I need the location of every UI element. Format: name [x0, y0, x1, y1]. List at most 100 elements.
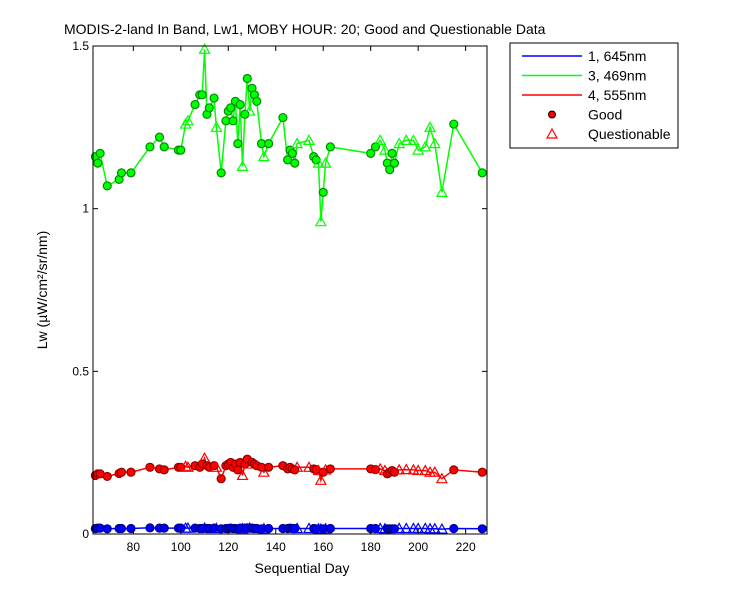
y-tick-label: 1.5: [72, 39, 89, 53]
good-point: [102, 524, 112, 534]
legend-entry: 4, 555nm: [522, 87, 646, 103]
questionable-point: [210, 121, 223, 132]
x-tick-label: 120: [218, 540, 238, 554]
x-tick-label: 200: [408, 540, 428, 554]
good-point: [145, 142, 155, 152]
good-point: [126, 168, 136, 178]
good-point: [264, 139, 274, 149]
legend-entry: Questionable: [545, 126, 671, 142]
series-0: [90, 43, 487, 227]
good-point: [209, 93, 219, 103]
questionable-point: [210, 461, 223, 472]
good-point: [252, 96, 262, 106]
good-point: [233, 139, 243, 149]
good-point: [278, 112, 288, 123]
questionable-point: [302, 134, 316, 145]
good-point: [126, 467, 136, 477]
x-tick-label: 100: [171, 540, 191, 554]
questionable-point: [374, 134, 387, 145]
questionable-point: [236, 160, 249, 171]
good-point: [159, 465, 169, 475]
questionable-point: [428, 522, 441, 534]
questionable-point: [378, 143, 391, 155]
good-point: [159, 142, 169, 152]
good-point: [235, 99, 245, 110]
good-point: [190, 99, 200, 110]
legend-label: 4, 555nm: [588, 87, 646, 103]
questionable-point: [291, 137, 304, 149]
questionable-point: [314, 474, 327, 485]
legend-entry: 3, 469nm: [522, 68, 646, 84]
y-axis-label: Lw (µW/cm²/sr/nm): [34, 231, 50, 350]
good-point: [449, 523, 459, 534]
legend-triangle-swatch: [545, 127, 559, 139]
questionable-point: [181, 521, 194, 533]
good-point: [242, 73, 252, 84]
good-point: [216, 168, 226, 178]
y-tick-label: 0: [82, 527, 89, 541]
questionable-point: [257, 465, 270, 477]
questionable-point: [419, 140, 432, 152]
good-point: [204, 103, 214, 113]
questionable-point: [181, 114, 194, 126]
questionable-point: [181, 461, 194, 472]
questionable-point: [243, 104, 256, 116]
good-point: [264, 523, 274, 534]
legend: 1, 645nm 3, 469nm 4, 555nm Good Questionable: [509, 42, 679, 149]
good-point: [228, 116, 238, 126]
good-point: [449, 465, 459, 475]
good-point: [370, 464, 381, 475]
good-point: [216, 474, 226, 484]
good-point: [145, 523, 155, 533]
good-point: [102, 471, 112, 482]
questionable-point: [179, 460, 192, 471]
good-point: [290, 158, 300, 168]
questionable-point: [312, 156, 325, 168]
x-tick-label: 160: [313, 540, 333, 554]
good-point: [385, 165, 395, 175]
questionable-point: [314, 215, 327, 227]
good-point: [325, 523, 335, 534]
chart-title: MODIS-2-land In Band, Lw1, MOBY HOUR: 20…: [64, 21, 546, 37]
good-point: [287, 148, 297, 158]
questionable-point: [400, 463, 413, 475]
x-tick-label: 180: [361, 540, 381, 554]
legend-label: Good: [588, 107, 622, 123]
good-point: [325, 142, 335, 152]
x-tick-label: 220: [456, 540, 476, 554]
good-point: [176, 145, 186, 155]
plot-area: [90, 43, 487, 534]
good-point: [477, 524, 487, 534]
y-tick-label: 0.5: [72, 364, 89, 378]
questionable-point: [198, 43, 211, 54]
good-point: [477, 168, 487, 178]
questionable-point: [393, 522, 406, 534]
legend-entry: Good: [548, 107, 622, 123]
questionable-point: [428, 465, 441, 477]
good-point: [325, 464, 335, 474]
good-point: [95, 148, 105, 158]
series-line: [94, 49, 483, 222]
questionable-point: [412, 464, 425, 476]
questionable-point: [291, 461, 304, 472]
good-point: [387, 148, 397, 158]
good-point: [197, 90, 207, 100]
questionable-point: [435, 522, 448, 534]
series-2: [90, 521, 487, 534]
legend-label: 3, 469nm: [588, 68, 646, 84]
questionable-point: [236, 469, 249, 481]
questionable-point: [435, 186, 448, 197]
questionable-point: [400, 134, 413, 145]
good-point: [226, 103, 236, 113]
questionable-point: [393, 463, 406, 475]
good-point: [102, 181, 112, 191]
good-point: [159, 523, 169, 533]
good-point: [116, 168, 127, 178]
good-point: [477, 467, 487, 477]
questionable-point: [435, 472, 448, 484]
questionable-point: [291, 522, 304, 534]
series-1: [90, 451, 487, 485]
questionable-point: [400, 522, 413, 534]
questionable-point: [424, 121, 437, 132]
